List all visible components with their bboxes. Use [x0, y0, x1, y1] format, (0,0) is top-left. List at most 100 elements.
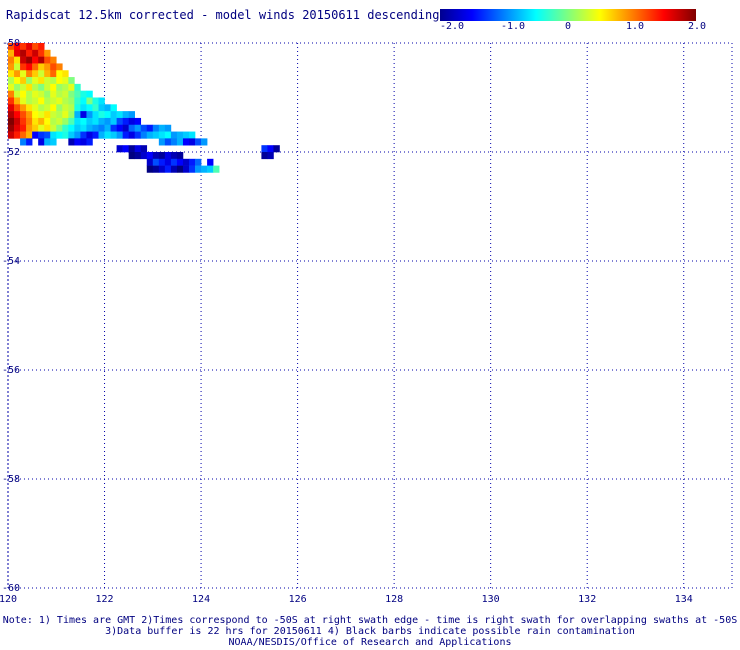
wind-diff-cell: [50, 138, 57, 146]
wind-diff-cell: [20, 104, 27, 112]
wind-diff-cell: [110, 111, 117, 119]
wind-diff-cell: [8, 49, 15, 57]
colorbar-tick: 0: [564, 21, 572, 32]
colorbar-tick: -1.0: [500, 21, 526, 32]
wind-diff-cell: [20, 63, 27, 71]
wind-diff-cell: [26, 77, 33, 85]
wind-diff-cell: [128, 131, 135, 139]
lat-tick-label: -58: [2, 474, 20, 485]
wind-diff-cell: [164, 165, 172, 173]
wind-diff-cell: [38, 111, 45, 119]
wind-diff-cell: [116, 111, 123, 119]
wind-difference-cells: [8, 43, 280, 173]
wind-diff-cell: [62, 117, 69, 126]
wind-diff-cell: [146, 165, 154, 173]
wind-diff-cell: [8, 43, 15, 51]
wind-diff-cell: [201, 138, 208, 146]
wind-diff-cell: [152, 152, 160, 160]
note-line: Note: 1) Times are GMT 2)Times correspon…: [2, 615, 738, 626]
wind-diff-cell: [32, 49, 39, 57]
wind-diff-cell: [146, 152, 154, 160]
wind-diff-cell: [128, 124, 135, 132]
wind-diff-cell: [56, 90, 63, 98]
wind-diff-cell: [8, 90, 15, 98]
wind-diff-cell: [50, 97, 57, 105]
wind-diff-cell: [44, 49, 51, 57]
wind-diff-cell: [62, 90, 69, 98]
wind-diff-cell: [44, 111, 51, 119]
wind-diff-cell: [146, 124, 154, 132]
wind-diff-cell: [74, 90, 81, 98]
note-line: 3)Data buffer is 22 hrs for 20150611 4) …: [105, 626, 635, 637]
wind-diff-cell: [8, 111, 15, 119]
wind-diff-cell: [50, 63, 57, 71]
wind-diff-cell: [146, 131, 154, 139]
wind-diff-cell: [56, 97, 63, 105]
wind-diff-cell: [110, 117, 117, 126]
wind-diff-cell: [122, 124, 129, 132]
wind-diff-cell: [44, 83, 51, 91]
wind-diff-cell: [62, 70, 69, 78]
wind-diff-cell: [261, 145, 268, 153]
wind-diff-cell: [8, 83, 15, 91]
wind-diff-cell: [104, 124, 111, 132]
wind-diff-cell: [213, 165, 220, 173]
wind-diff-cell: [122, 131, 129, 139]
wind-diff-cell: [32, 90, 39, 98]
wind-diff-cell: [74, 117, 81, 126]
wind-diff-cell: [38, 63, 45, 71]
wind-diff-cell: [38, 49, 45, 57]
wind-diff-cell: [50, 70, 57, 78]
wind-diff-cell: [38, 77, 45, 85]
wind-diff-cell: [176, 152, 184, 160]
wind-diff-cell: [26, 111, 33, 119]
wind-diff-cell: [152, 165, 160, 173]
wind-diff-cell: [44, 117, 51, 126]
wind-diff-cell: [80, 124, 87, 132]
lon-tick-label: 124: [192, 594, 210, 605]
wind-diff-cell: [38, 70, 45, 78]
wind-diff-cell: [32, 131, 39, 139]
lon-tick-label: 134: [675, 594, 693, 605]
wind-diff-cell: [146, 158, 154, 166]
lon-tick-label: 130: [482, 594, 500, 605]
wind-diff-cell: [38, 83, 45, 91]
wind-diff-cell: [189, 165, 196, 173]
wind-diff-cell: [26, 63, 33, 71]
wind-diff-cell: [50, 111, 57, 119]
wind-diff-cell: [26, 56, 33, 64]
wind-diff-cell: [20, 131, 27, 139]
wind-diff-cell: [80, 131, 87, 139]
wind-diff-cell: [152, 124, 160, 132]
wind-diff-cell: [20, 90, 27, 98]
wind-diff-cell: [44, 138, 51, 146]
wind-diff-cell: [273, 145, 280, 153]
wind-diff-cell: [128, 117, 135, 126]
wind-diff-cell: [134, 145, 142, 153]
wind-diff-cell: [122, 117, 129, 126]
wind-diff-cell: [44, 124, 51, 132]
wind-diff-cell: [26, 104, 33, 112]
wind-diff-cell: [56, 131, 63, 139]
wind-diff-cell: [158, 124, 166, 132]
wind-diff-cell: [164, 138, 172, 146]
wind-diff-cell: [80, 111, 87, 119]
wind-diff-cell: [158, 158, 166, 166]
lat-tick-label: -54: [2, 256, 20, 267]
wind-diff-cell: [86, 97, 93, 105]
wind-diff-cell: [68, 77, 75, 85]
wind-diff-cell: [74, 124, 81, 132]
wind-diff-cell: [14, 104, 21, 112]
wind-diff-cell: [128, 145, 135, 153]
wind-diff-cell: [104, 104, 111, 112]
wind-diff-cell: [8, 97, 15, 105]
wind-diff-cell: [50, 104, 57, 112]
colorbar: [440, 9, 696, 21]
wind-diff-cell: [8, 117, 15, 126]
wind-diff-cell: [176, 158, 184, 166]
wind-diff-cell: [128, 152, 135, 160]
wind-diff-cell: [50, 83, 57, 91]
wind-diff-cell: [56, 63, 63, 71]
wind-diff-cell: [86, 138, 93, 146]
wind-diff-cell: [92, 97, 99, 105]
